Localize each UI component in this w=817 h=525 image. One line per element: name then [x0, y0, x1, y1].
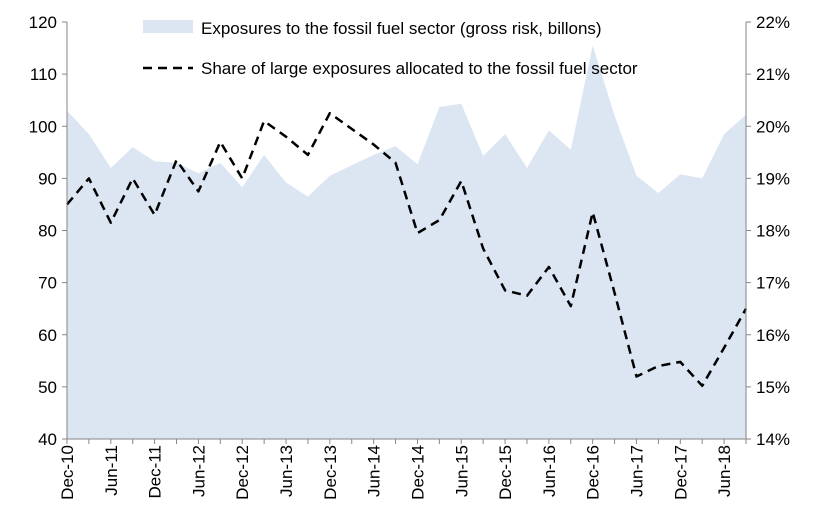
y2-tick-label: 14% [756, 430, 790, 449]
y-tick-label: 60 [38, 326, 57, 345]
x-tick-label: Jun-13 [277, 445, 296, 497]
line-series-share [66, 111, 748, 388]
x-tick-label: Jun-15 [452, 445, 471, 497]
x-tick-label: Dec-17 [671, 445, 690, 500]
y-tick-label: 90 [38, 169, 57, 188]
x-tick-label: Dec-14 [409, 445, 428, 500]
x-tick-label: Jun-17 [628, 445, 647, 497]
legend-area-swatch [143, 20, 193, 33]
y2-tick-label: 22% [756, 13, 790, 32]
x-tick-label: Jun-18 [715, 445, 734, 497]
y-tick-label: 80 [38, 222, 57, 241]
area-layer [67, 45, 746, 439]
x-tick-label: Dec-15 [496, 445, 515, 500]
y2-tick-label: 16% [756, 326, 790, 345]
y2-tick-label: 18% [756, 222, 790, 241]
y-tick-label: 100 [29, 117, 57, 136]
x-tick-label: Dec-16 [584, 445, 603, 500]
x-tick-label: Jun-14 [365, 445, 384, 497]
y2-tick-label: 19% [756, 169, 790, 188]
y2-tick-label: 17% [756, 274, 790, 293]
y-tick-label: 70 [38, 274, 57, 293]
y2-tick-label: 15% [756, 378, 790, 397]
area-series-exposures [67, 45, 746, 439]
x-tick-label: Dec-11 [146, 445, 165, 499]
y2-tick-label: 21% [756, 65, 790, 84]
line-layer [66, 111, 748, 388]
y2-tick-label: 20% [756, 117, 790, 136]
y-tick-label: 40 [38, 430, 57, 449]
axes-layer: 40 50 60 70 80 90 100 110 120 14% 15% 16% 17% 18% 19% 2… [29, 13, 790, 500]
x-tick-label: Jun-11 [102, 445, 121, 496]
legend-line-label: Share of large exposures allocated to th… [201, 59, 638, 78]
x-tick-label: Jun-16 [540, 445, 559, 497]
x-tick-label: Dec-13 [321, 445, 340, 500]
x-tick-label: Jun-12 [189, 445, 208, 497]
x-tick-label: Dec-10 [58, 445, 77, 500]
y-tick-label: 50 [38, 378, 57, 397]
legend: Exposures to the fossil fuel sector (gro… [143, 19, 638, 78]
y-tick-label: 120 [29, 13, 57, 32]
x-tick-label: Dec-12 [233, 445, 252, 500]
y-tick-label: 110 [30, 65, 57, 84]
legend-area-label: Exposures to the fossil fuel sector (gro… [201, 19, 602, 38]
